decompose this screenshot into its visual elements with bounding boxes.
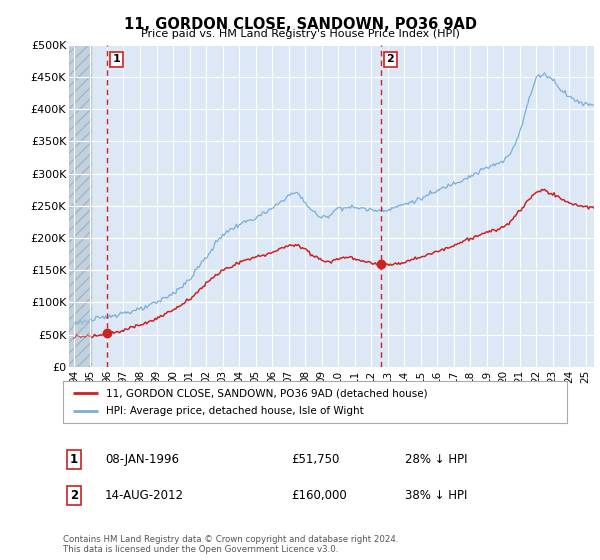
- Text: 1: 1: [112, 54, 120, 64]
- Text: 2: 2: [386, 54, 394, 64]
- Text: HPI: Average price, detached house, Isle of Wight: HPI: Average price, detached house, Isle…: [106, 406, 364, 416]
- Text: £160,000: £160,000: [291, 489, 347, 502]
- Text: 28% ↓ HPI: 28% ↓ HPI: [405, 452, 467, 466]
- Text: 2: 2: [70, 489, 78, 502]
- Text: 11, GORDON CLOSE, SANDOWN, PO36 9AD (detached house): 11, GORDON CLOSE, SANDOWN, PO36 9AD (det…: [106, 389, 427, 398]
- Bar: [69, 45, 92, 367]
- Text: 08-JAN-1996: 08-JAN-1996: [105, 452, 179, 466]
- Text: 14-AUG-2012: 14-AUG-2012: [105, 489, 184, 502]
- Text: Contains HM Land Registry data © Crown copyright and database right 2024.
This d: Contains HM Land Registry data © Crown c…: [63, 535, 398, 554]
- Text: £51,750: £51,750: [291, 452, 340, 466]
- Text: Price paid vs. HM Land Registry's House Price Index (HPI): Price paid vs. HM Land Registry's House …: [140, 29, 460, 39]
- Text: 11, GORDON CLOSE, SANDOWN, PO36 9AD: 11, GORDON CLOSE, SANDOWN, PO36 9AD: [124, 17, 476, 32]
- Text: 1: 1: [70, 452, 78, 466]
- Text: 38% ↓ HPI: 38% ↓ HPI: [405, 489, 467, 502]
